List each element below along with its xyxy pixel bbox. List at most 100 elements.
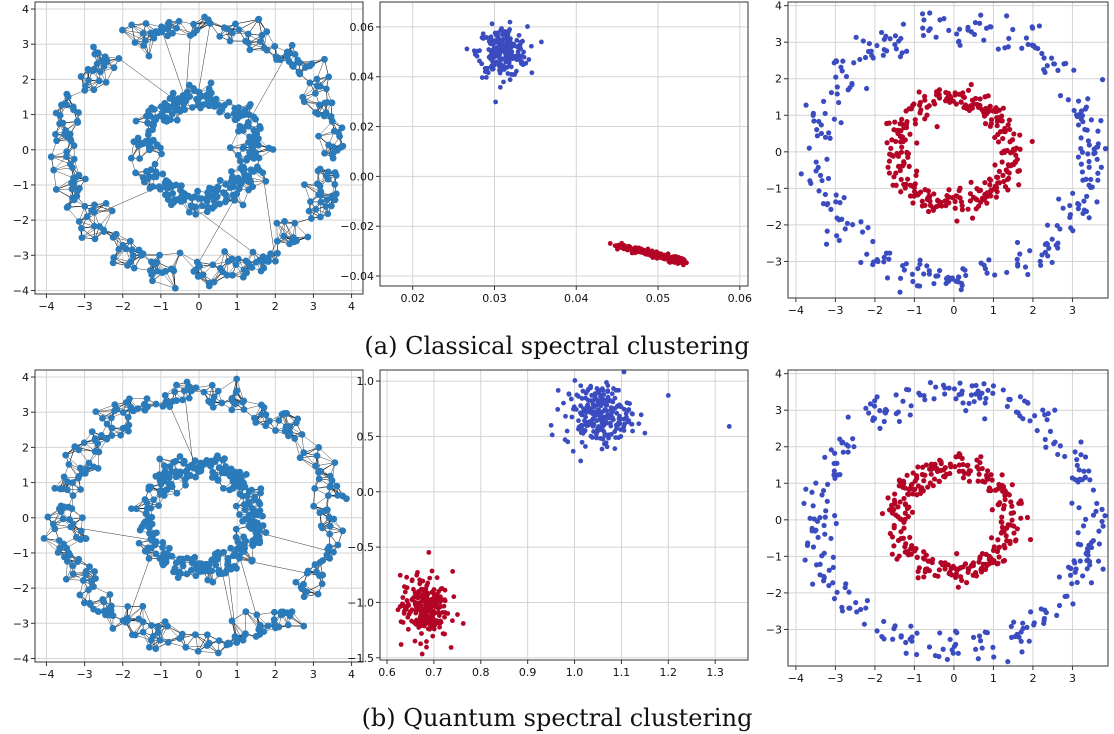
graph-node (219, 268, 226, 276)
graph-node (53, 137, 61, 145)
plot-area-a1 (47, 13, 347, 292)
graph-node (241, 170, 248, 178)
graph-node (271, 42, 279, 50)
data-point (907, 131, 913, 137)
x-tick-label: 0.03 (482, 292, 507, 305)
graph-node (144, 131, 152, 139)
graph-edge (179, 252, 196, 271)
graph-node (61, 131, 68, 138)
data-point (982, 121, 989, 127)
graph-node (273, 219, 281, 227)
graph-node (176, 186, 184, 194)
graph-node (138, 251, 145, 259)
graph-node (77, 73, 85, 80)
graph-node (196, 262, 203, 270)
data-point (505, 32, 511, 38)
graph-node (322, 202, 330, 210)
graph-node (175, 106, 182, 114)
data-point (1006, 117, 1013, 123)
data-point (678, 258, 684, 264)
graph-node (110, 64, 118, 72)
graph-node (148, 258, 155, 266)
y-tick-label: −4 (13, 284, 29, 297)
graph-node (288, 41, 296, 49)
data-point (885, 164, 891, 170)
graph-node (304, 233, 312, 241)
data-point (888, 145, 894, 152)
graph-node (286, 49, 294, 56)
graph-node (235, 127, 242, 135)
graph-node (237, 180, 245, 188)
graph-node (248, 264, 256, 271)
graph-node (307, 198, 314, 206)
graph-node (47, 153, 55, 161)
graph-node (75, 218, 83, 225)
graph-node (245, 122, 252, 130)
graph-node (220, 189, 228, 197)
data-point (523, 60, 529, 66)
graph-node (153, 267, 161, 275)
data-point (497, 52, 503, 58)
graph-node (136, 155, 143, 162)
graph-node (130, 264, 138, 272)
graph-node (102, 199, 110, 207)
data-point (925, 208, 932, 215)
graph-node (190, 268, 198, 275)
y-tick-label: −3 (13, 249, 29, 262)
data-point (493, 49, 499, 55)
graph-node (225, 98, 233, 106)
graph-node (204, 96, 212, 104)
graph-node (308, 60, 316, 68)
graph-node (200, 101, 208, 108)
graph-node (173, 116, 181, 124)
data-point (649, 249, 655, 255)
graph-node (152, 28, 160, 35)
y-tick-label: 3 (22, 38, 29, 51)
graph-node (180, 196, 188, 204)
data-point (1013, 152, 1019, 158)
graph-node (122, 245, 130, 253)
graph-node (330, 127, 338, 135)
data-point (516, 46, 522, 52)
x-tick-label: 0.05 (646, 292, 671, 305)
graph-node (83, 213, 91, 221)
data-point (913, 172, 919, 179)
data-point (964, 103, 970, 110)
graph-node (195, 88, 202, 96)
graph-node (207, 79, 215, 87)
graph-node (194, 187, 202, 195)
graph-edge (159, 252, 181, 256)
data-point (903, 108, 909, 114)
x-tick-label: −4 (38, 300, 54, 313)
data-point (891, 174, 897, 180)
graph-node (322, 109, 330, 116)
data-point (924, 112, 930, 118)
data-point (636, 245, 642, 251)
graph-node (74, 119, 82, 126)
data-point (1000, 172, 1006, 178)
data-point (525, 24, 530, 29)
graph-node (132, 117, 140, 125)
graph-edge (198, 23, 211, 93)
graph-edge (51, 156, 75, 160)
graph-node (139, 29, 147, 37)
graph-node (322, 85, 330, 93)
y-tick-label: −1 (13, 179, 29, 192)
data-point (977, 96, 983, 102)
data-point (503, 56, 509, 62)
y-tick-label: 0 (22, 144, 29, 157)
graph-node (244, 30, 252, 38)
graph-node (68, 185, 76, 193)
graph-edge (316, 59, 325, 80)
graph-node (228, 29, 236, 37)
data-point (967, 198, 974, 204)
data-point (1000, 135, 1006, 142)
graph-node (216, 177, 224, 184)
data-point (911, 189, 918, 195)
data-point (954, 218, 960, 224)
y-tick-label: 0.06 (350, 21, 375, 34)
graph-node (185, 208, 193, 216)
graph-node (146, 184, 154, 192)
graph-node (187, 202, 195, 210)
graph-node (301, 181, 308, 189)
